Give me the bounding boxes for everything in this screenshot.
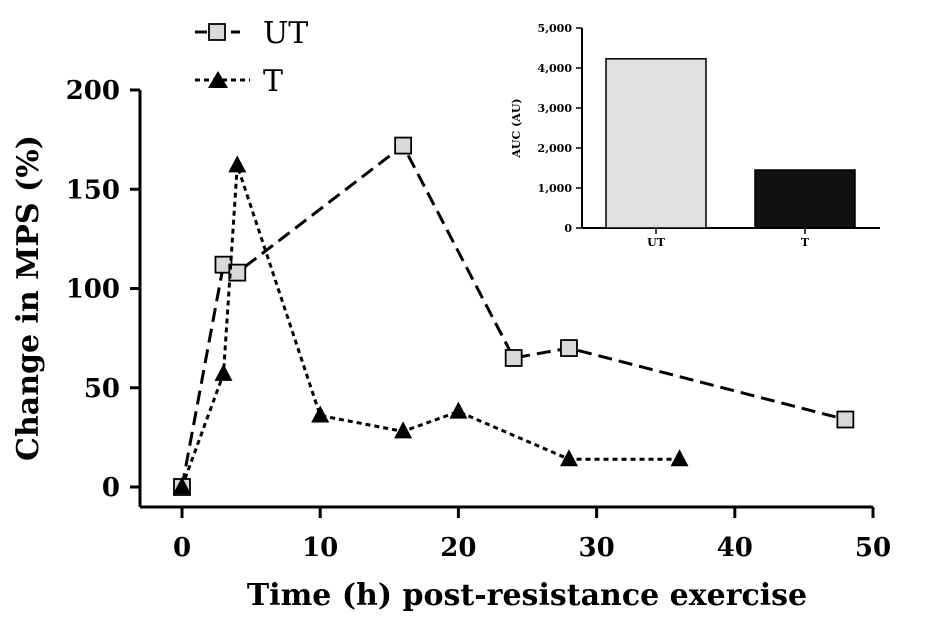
inset-x-label-t: T: [801, 236, 810, 249]
legend-ut-label: UT: [263, 16, 308, 51]
legend-entry-ut: UT: [195, 16, 308, 51]
inset-bar-t: [754, 169, 856, 229]
y-tick-label: 0: [102, 473, 120, 503]
data-point-t: [559, 449, 578, 467]
inset-y-tick-label: 0: [564, 222, 572, 235]
legend: UT T: [195, 16, 308, 99]
inset-bars: [605, 58, 856, 229]
series-line-t: [180, 164, 680, 488]
legend-ut-marker: [208, 23, 226, 41]
inset-y-tick-label: 3,000: [538, 102, 573, 115]
x-tick-label: 30: [579, 533, 615, 563]
data-point-t: [228, 155, 247, 173]
x-tick-label: 0: [173, 533, 191, 563]
series-t: [173, 155, 689, 494]
data-point-t: [311, 405, 330, 423]
data-point-t: [670, 449, 689, 467]
inset-y-tick-label: 5,000: [538, 22, 573, 35]
y-tick-label: 150: [66, 175, 120, 205]
data-point-ut: [560, 339, 578, 357]
x-ticks: 0 10 20 30 40 50: [173, 507, 891, 563]
series-ut: [173, 136, 855, 496]
main-axes: 0 50 100 150 200 0 10 20 30 40 50 Change in MPS (…: [11, 76, 891, 613]
inset-y-tick-label: 4,000: [538, 62, 573, 75]
inset-y-ticks: 0 1,000 2,000 3,000 4,000 5,000: [538, 22, 582, 235]
legend-entry-t: T: [195, 64, 283, 99]
data-point-ut: [504, 349, 523, 367]
legend-t-marker: [208, 71, 228, 88]
y-tick-label: 100: [66, 275, 120, 305]
y-axis-title: Change in MPS (%): [11, 135, 46, 461]
inset-bar-chart: 0 1,000 2,000 3,000 4,000 5,000 UT T AUC (AU): [510, 22, 880, 249]
inset-x-label-ut: UT: [647, 236, 666, 249]
data-point-t: [449, 401, 468, 419]
data-point-ut: [228, 263, 247, 282]
x-axis-title: Time (h) post-resistance exercise: [247, 578, 807, 613]
legend-t-label: T: [263, 64, 283, 99]
x-tick-label: 10: [302, 533, 338, 563]
x-tick-label: 20: [440, 533, 476, 563]
data-point-t: [173, 477, 191, 494]
y-tick-label: 200: [66, 76, 120, 106]
data-point-t: [394, 421, 413, 439]
series-layer: [173, 136, 855, 496]
y-ticks: 0 50 100 150 200: [66, 76, 140, 503]
data-point-t: [214, 363, 233, 381]
data-point-ut: [836, 410, 855, 429]
inset-y-tick-label: 2,000: [538, 142, 573, 155]
inset-y-tick-label: 1,000: [538, 182, 573, 195]
data-point-ut: [394, 136, 413, 155]
inset-bar-ut: [605, 58, 707, 229]
x-tick-label: 50: [855, 533, 891, 563]
y-tick-label: 50: [84, 374, 120, 404]
inset-y-axis-title: AUC (AU): [510, 98, 523, 158]
inset-x-labels: UT T: [647, 228, 810, 249]
x-tick-label: 40: [717, 533, 753, 563]
